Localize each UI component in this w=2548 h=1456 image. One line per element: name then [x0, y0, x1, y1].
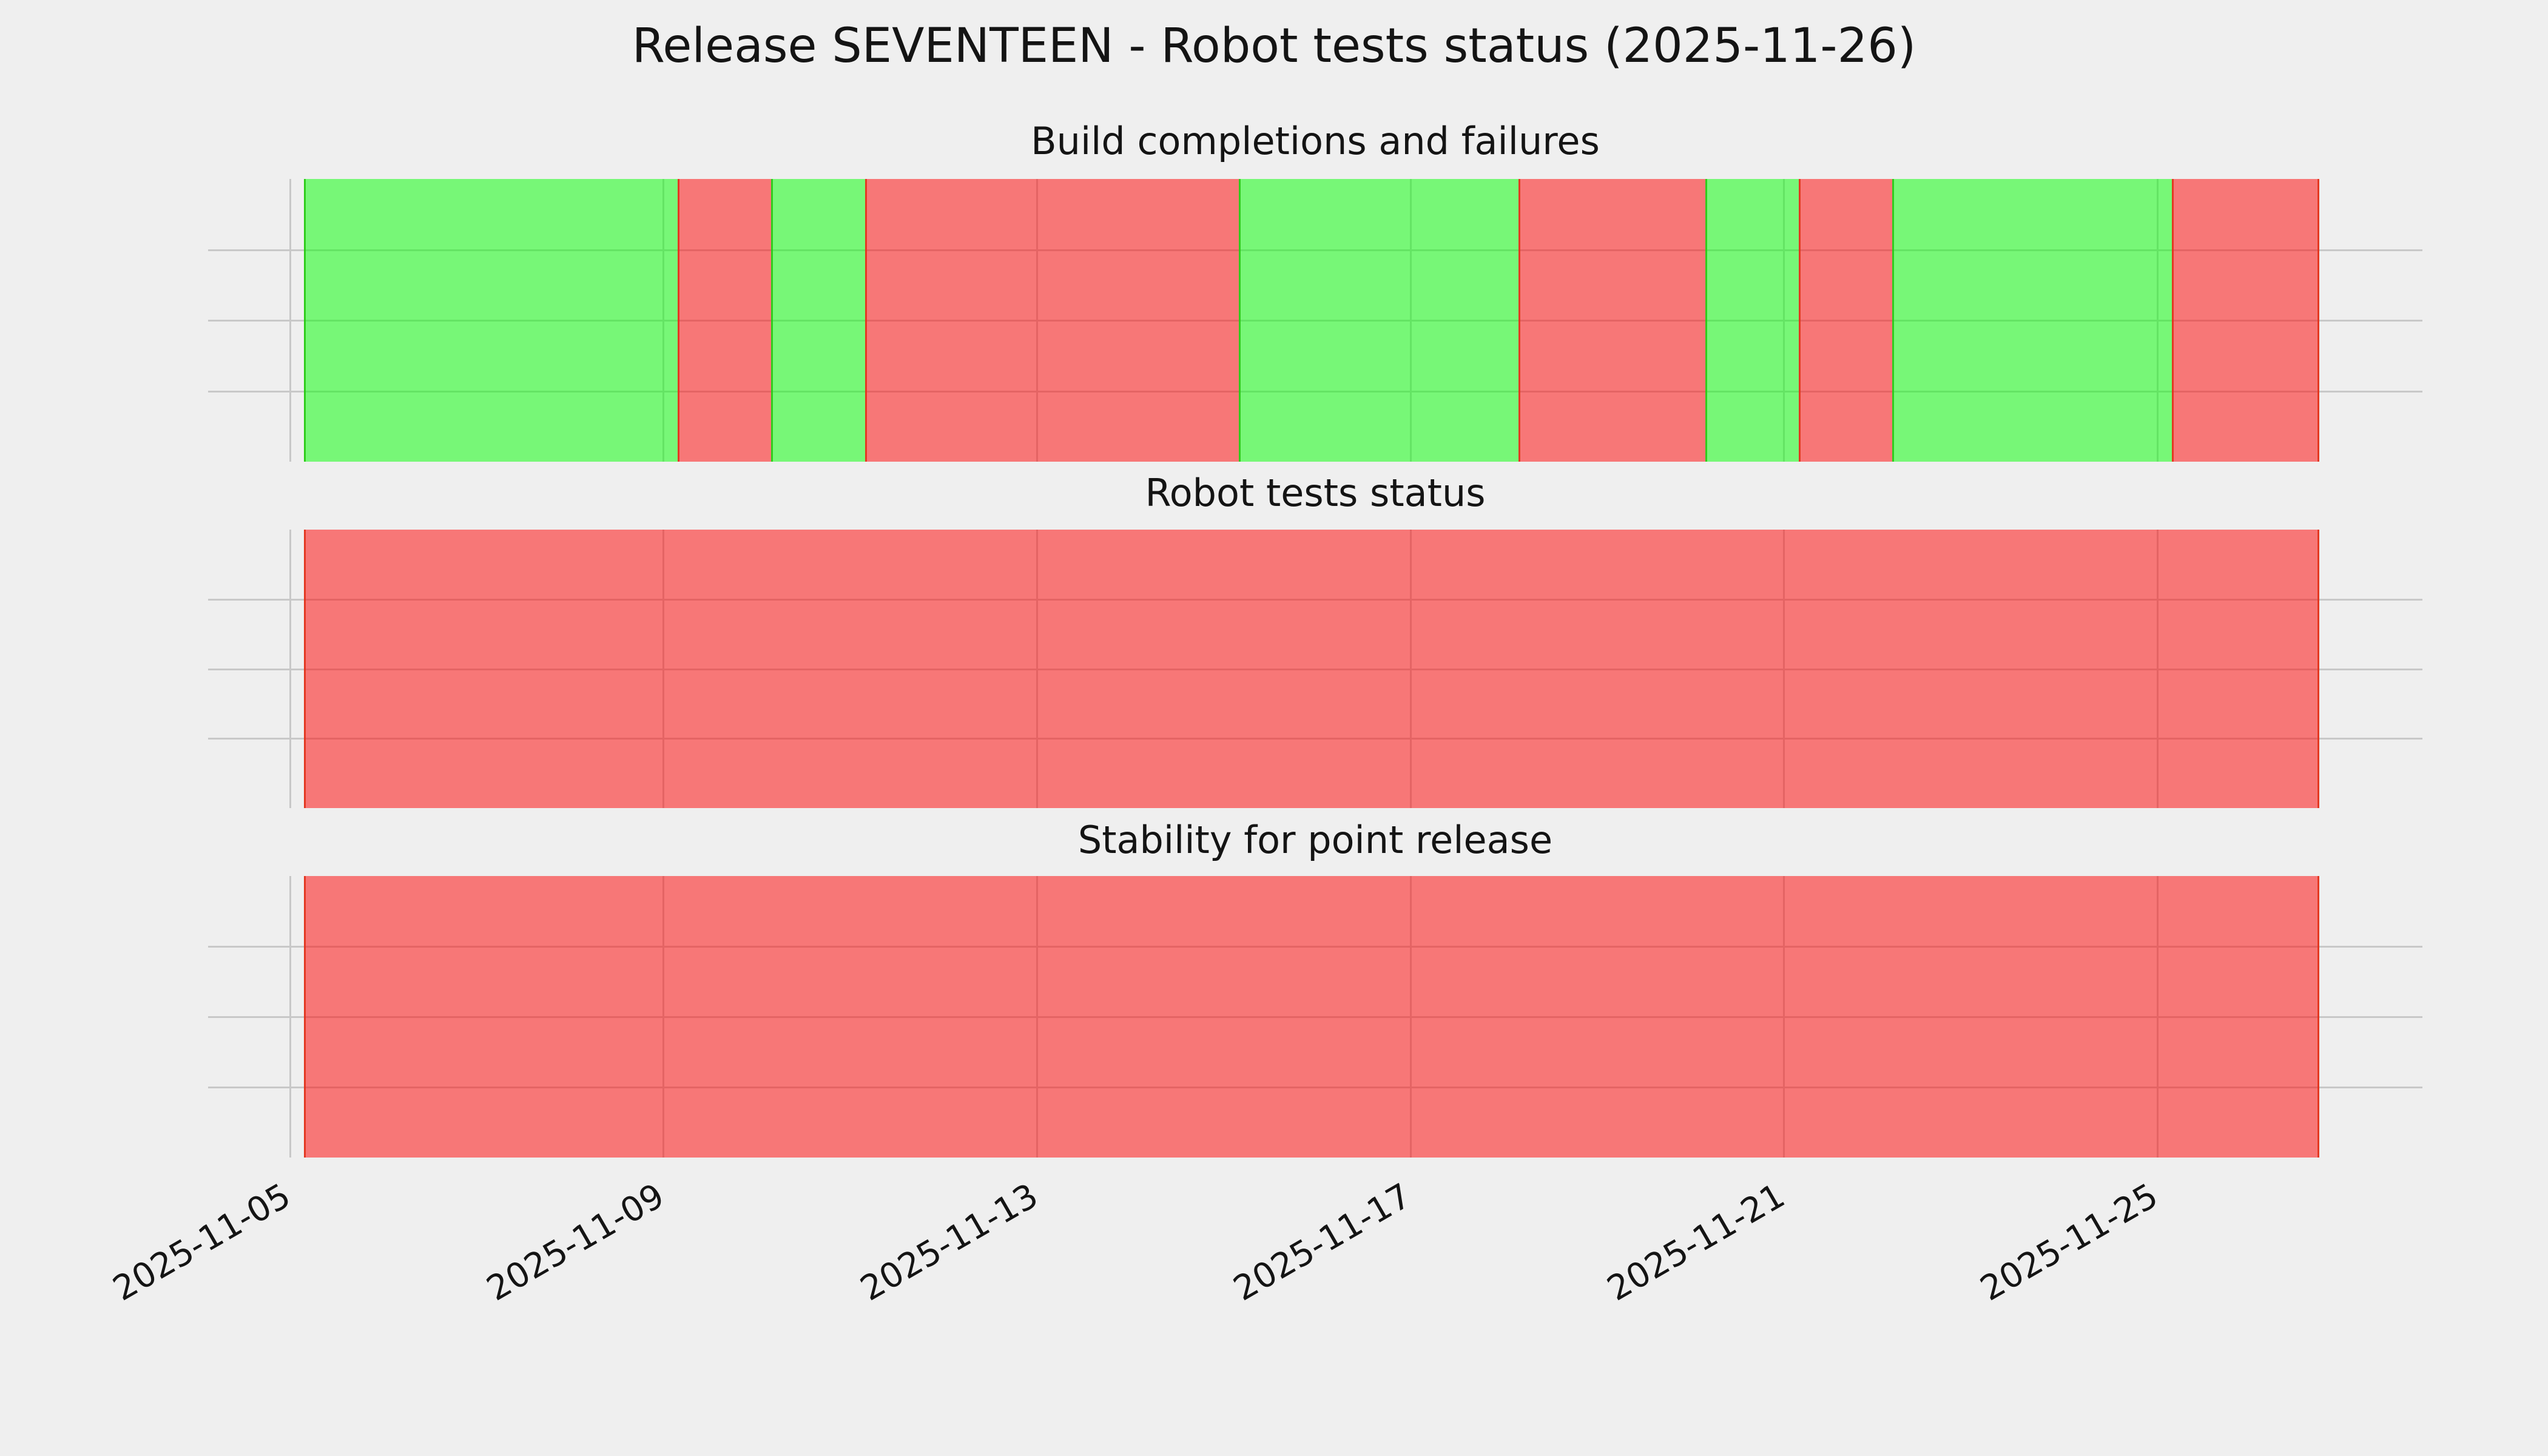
- status-band-pass: [1239, 179, 1519, 462]
- x-tick-label: 2025-11-09: [480, 1176, 671, 1309]
- x-tick-label: 2025-11-13: [854, 1176, 1045, 1309]
- x-gridline: [289, 179, 291, 462]
- x-tick-label: 2025-11-05: [106, 1176, 298, 1309]
- status-band-fail: [2172, 179, 2320, 462]
- status-band-fail: [865, 179, 1239, 462]
- x-gridline: [289, 530, 291, 808]
- status-band-fail: [303, 876, 2320, 1158]
- status-band-fail: [678, 179, 772, 462]
- subplot-axes-build: [208, 179, 2422, 462]
- subplot-axes-robot-tests: [208, 530, 2422, 808]
- x-gridline: [289, 876, 291, 1158]
- subplot-title-stability: Stability for point release: [1077, 818, 1553, 862]
- status-band-fail: [1799, 179, 1893, 462]
- status-band-fail: [303, 530, 2320, 808]
- x-tick-label: 2025-11-17: [1227, 1176, 1418, 1309]
- status-band-pass: [1705, 179, 1799, 462]
- status-band-pass: [1892, 179, 2172, 462]
- status-band-pass: [771, 179, 866, 462]
- status-band-fail: [1518, 179, 1706, 462]
- x-tick-label: 2025-11-21: [1600, 1176, 1791, 1309]
- x-axis-tick-labels: 2025-11-05 2025-11-09 2025-11-13 2025-11-17…: [107, 1176, 2422, 1324]
- subplot-title-build: Build completions and failures: [1031, 119, 1600, 163]
- subplot-axes-stability: [208, 876, 2422, 1158]
- x-tick-label: 2025-11-25: [1974, 1176, 2165, 1309]
- subplot-title-robot-tests: Robot tests status: [1145, 471, 1486, 515]
- figure-title: Release SEVENTEEN - Robot tests status (…: [632, 19, 1916, 73]
- status-band-pass: [303, 179, 678, 462]
